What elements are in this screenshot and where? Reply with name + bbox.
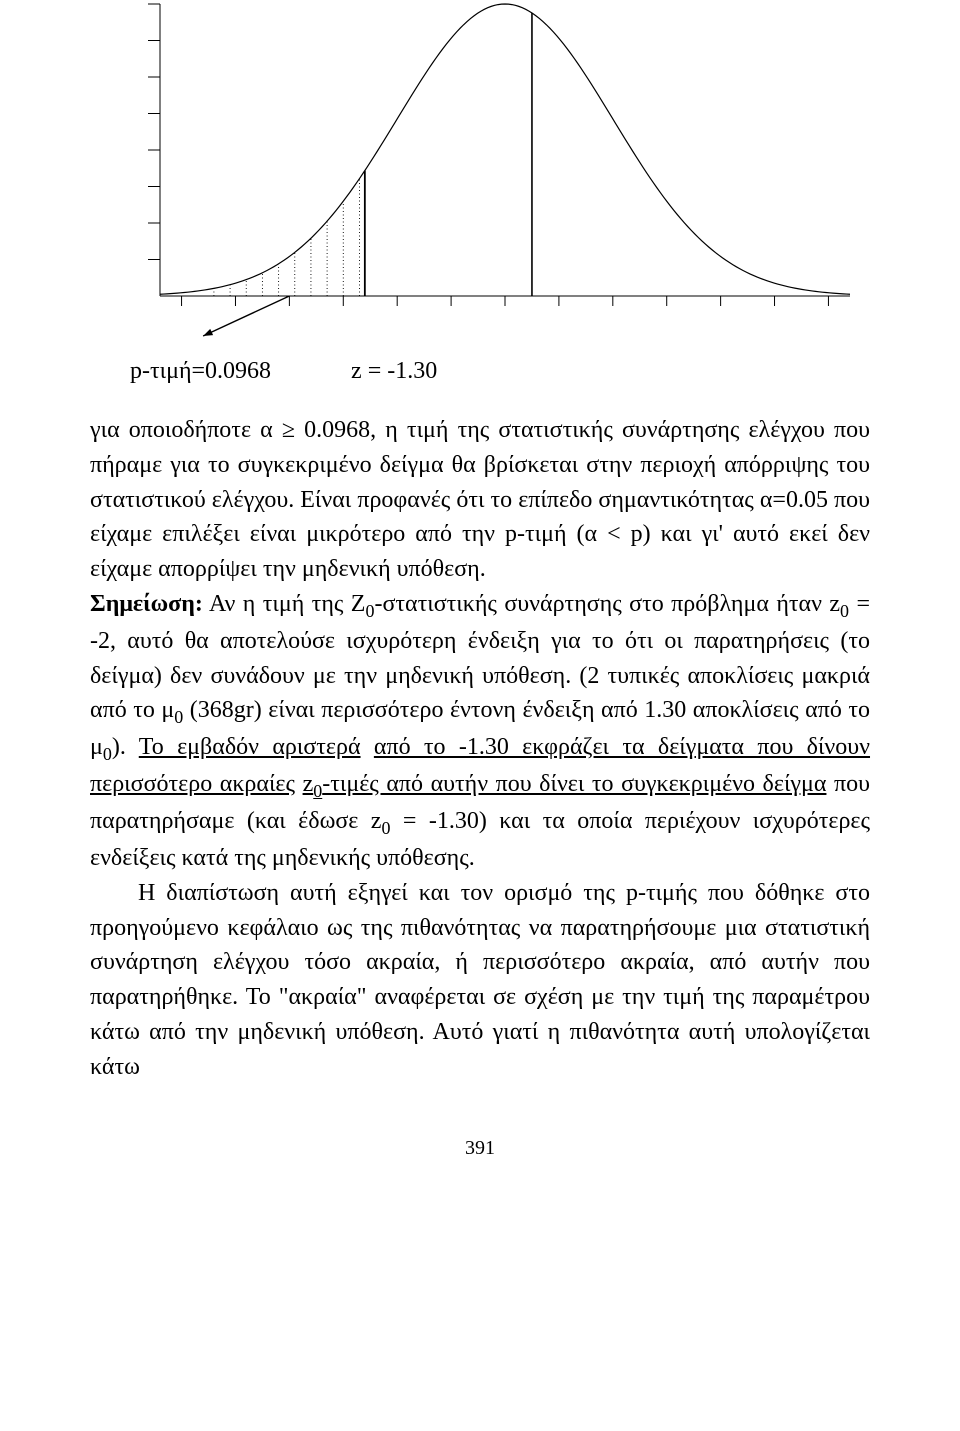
page-number: 391 [90,1137,870,1160]
note-u1c-sub: 0 [313,781,322,801]
note-u1a: Το εμβαδόν αριστερά [139,734,361,760]
chart-svg [100,0,860,340]
chart-labels-row: p-τιμή=0.0968 z = -1.30 [130,358,870,385]
paragraph-1: για οποιοδήποτε α ≥ 0.0968, η τιμή της σ… [90,413,870,587]
ge-symbol: ≥ [282,417,295,443]
z-value-label: z = -1.30 [351,358,437,385]
normal-distribution-chart [100,0,860,340]
note-t5: ). [112,734,139,760]
p-value-label: p-τιμή=0.0968 [130,358,271,385]
note-u1d: -τιμές από αυτήν που δίνει το συγκεκριμέ… [322,771,826,797]
paragraph-3: Η διαπίστωση αυτή εξηγεί και τον ορισμό … [90,876,870,1085]
note-t2: -στατιστικής συνάρτησης στο πρόβλημα ήτα… [374,591,840,617]
note-heading: Σημείωση: [90,591,203,617]
note-u1c: z [303,771,314,797]
note-sub2: 0 [840,601,849,621]
body-text: για οποιοδήποτε α ≥ 0.0968, η τιμή της σ… [90,413,870,1085]
note-paragraph: Σημείωση: Αν η τιμή της Ζ0-στατιστικής σ… [90,587,870,876]
para1-prefix: για οποιοδήποτε α [90,417,282,443]
note-sub4: 0 [103,744,112,764]
note-t1: Αν η τιμή της Ζ [203,591,366,617]
note-sub3: 0 [174,707,183,727]
